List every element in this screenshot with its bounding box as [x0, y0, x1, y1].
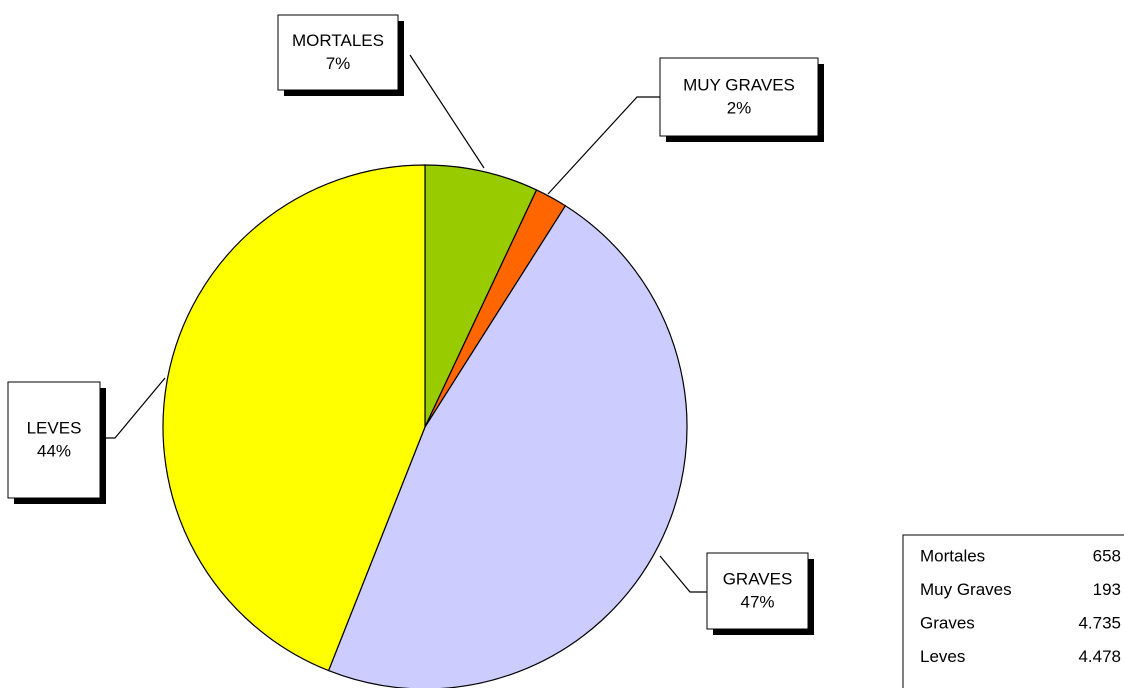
label-box — [277, 14, 399, 91]
leader-line — [659, 555, 707, 593]
value-label: 2% — [727, 98, 752, 117]
value-label: 7% — [326, 54, 351, 73]
leader-line — [409, 54, 485, 169]
pie-slice — [327, 204, 688, 688]
category-label: MORTALES — [292, 31, 384, 50]
category-label: MUY GRAVES — [683, 75, 795, 94]
category-label: LEVES — [27, 418, 82, 437]
table-name: Mortales — [920, 546, 985, 565]
table-value: 4.735 — [1078, 613, 1121, 632]
table-value: 4.478 — [1078, 647, 1121, 666]
value-label: 44% — [37, 441, 71, 460]
table-value: 193 — [1093, 580, 1121, 599]
label-box — [7, 381, 101, 499]
label-box — [659, 57, 819, 137]
table-value: 658 — [1093, 546, 1121, 565]
label-box — [706, 552, 809, 630]
table-name: Leves — [920, 647, 965, 666]
leader-line — [100, 377, 166, 439]
table-name: Muy Graves — [920, 580, 1012, 599]
leader-line — [547, 96, 660, 195]
category-label: GRAVES — [723, 569, 793, 588]
pie-slice — [424, 164, 538, 428]
pie-slice — [162, 164, 426, 672]
value-label: 47% — [740, 592, 774, 611]
table-name: Graves — [920, 613, 975, 632]
table-box — [902, 534, 1124, 688]
